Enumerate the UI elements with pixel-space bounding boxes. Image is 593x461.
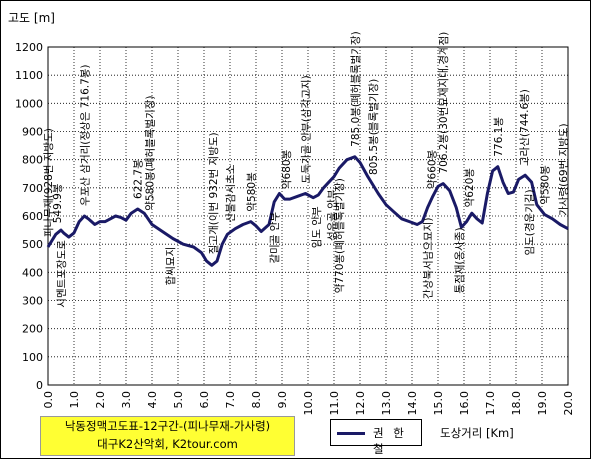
x-tick-label: 20.0 [562, 391, 575, 416]
x-tick-label: 6.0 [198, 391, 211, 409]
waypoint-label: 질고개(이번 932번 지방도) [208, 132, 220, 254]
waypoint-label: 805.5봉(블록벌기장) [368, 79, 380, 175]
waypoint-label: 우포산 삼거리(정상은 716.7봉) [79, 64, 91, 206]
x-tick-label: 5.0 [172, 391, 185, 409]
x-tick-label: 16.0 [458, 391, 471, 416]
x-tick-label: 18.0 [510, 391, 523, 416]
y-tick-label: 900 [22, 126, 43, 139]
y-tick-label: 300 [22, 295, 43, 308]
waypoint-label: 고라산(744.6봉) [519, 89, 531, 166]
y-axis-label: 고도 [m] [8, 11, 55, 25]
legend-entry: 권 한 철 [373, 426, 407, 456]
x-tick-label: 0.0 [42, 391, 55, 409]
waypoint-label: 약580봉(폐허블록벌기장) [144, 96, 156, 211]
waypoint-label: 776.1봉 [493, 117, 505, 157]
waypoint-label: 약770봉(폐허블록벌기장) [334, 178, 346, 293]
waypoint-label: 성유골 안부 [326, 189, 338, 241]
x-tick-label: 4.0 [146, 391, 159, 409]
chart-title-line-1: 낙동정맥고도표-12구간-(피나무재-가사령) [64, 419, 271, 433]
waypoint-label: 622.7봉 [133, 159, 145, 199]
waypoint-label: 약680봉 [281, 149, 293, 189]
waypoint-label: 785.0봉(폐허블록벌기장) [350, 31, 362, 147]
y-tick-label: 200 [22, 323, 43, 336]
waypoint-label: 시멘트포장도로 [56, 240, 68, 308]
x-axis-label: 도상거리 [Km] [440, 426, 514, 440]
x-tick-label: 9.0 [276, 391, 289, 409]
y-tick-label: 400 [22, 266, 43, 279]
x-tick-label: 19.0 [536, 391, 549, 416]
waypoint-label: 약660봉 [427, 149, 439, 189]
x-tick-label: 11.0 [328, 391, 341, 416]
y-tick-label: 1200 [15, 41, 43, 54]
x-tick-label: 12.0 [354, 391, 367, 416]
y-tick-label: 500 [22, 238, 43, 251]
elevation-series-line [46, 155, 569, 267]
waypoint-label: 갈미골 안부 [268, 212, 281, 264]
waypoint-label: 549.9봉 [52, 183, 64, 223]
waypoint-label: 산불감시초소 [225, 164, 237, 222]
chart-title-box: 낙동정맥고도표-12구간-(피나무재-가사령) 대구K2산악회, K2tour.… [40, 416, 295, 456]
waypoint-label: 통점재(옹사종) [454, 227, 466, 293]
waypoint-label: 합씨묘지 [165, 247, 177, 286]
waypoint-label: 도둑가골 안부(삼각고지) [300, 75, 312, 183]
y-tick-label: 700 [22, 182, 43, 195]
x-tick-label: 1.0 [68, 391, 81, 409]
waypoint-label: 가사령(69번 지방도) [558, 123, 570, 216]
waypoint-label: 임도(경운기길) [523, 189, 536, 255]
waypoint-label: 약620봉 [464, 168, 476, 208]
y-tick-label: 0 [36, 379, 43, 392]
x-tick-label: 15.0 [432, 391, 445, 416]
x-tick-label: 14.0 [406, 391, 419, 416]
y-tick-label: 800 [22, 154, 43, 167]
waypoint-label: 간상북서남으묘지) [423, 218, 435, 299]
x-tick-label: 2.0 [94, 391, 107, 409]
x-tick-label: 7.0 [224, 391, 237, 409]
legend: 권 한 철 [330, 419, 422, 456]
chart-title-line-2: 대구K2산악회, K2tour.com [97, 437, 238, 451]
waypoint-label: 피나무재(928번 지방도) [43, 128, 55, 237]
x-tick-label: 8.0 [250, 391, 263, 409]
x-tick-label: 13.0 [380, 391, 393, 416]
legend-swatch [337, 432, 365, 435]
waypoint-label: 약580봉 [540, 165, 552, 205]
y-tick-label: 600 [22, 210, 43, 223]
x-tick-label: 3.0 [120, 391, 133, 409]
y-tick-label: 1100 [15, 69, 43, 82]
y-tick-label: 1000 [15, 97, 43, 110]
x-tick-label: 10.0 [302, 391, 315, 416]
waypoint-label: 임도 안부 [310, 206, 323, 248]
waypoint-label: 706.2봉(30번묘재지대,경계점) [437, 32, 450, 174]
waypoint-label: 약580봉 [246, 172, 258, 212]
y-tick-label: 100 [22, 351, 43, 364]
x-tick-label: 17.0 [484, 391, 497, 416]
